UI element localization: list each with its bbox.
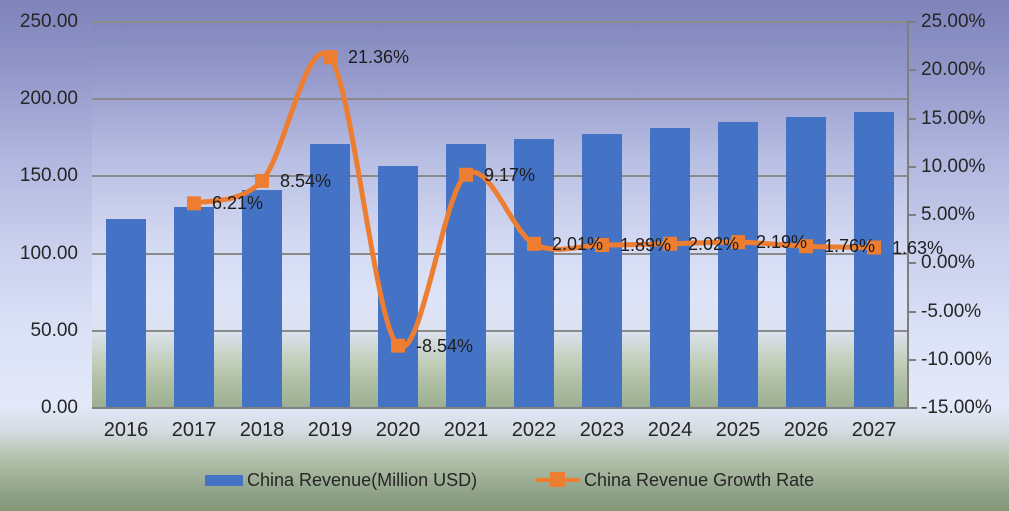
category-label-2019: 2019	[307, 419, 353, 441]
legend-line-marker	[550, 472, 565, 487]
category-label-2018: 2018	[239, 419, 285, 441]
right-axis-tick-label: 25.00%	[921, 11, 986, 32]
category-label-2026: 2026	[783, 419, 829, 441]
growth-label-2023: 1.89%	[620, 235, 672, 255]
right-axis-tick	[907, 21, 916, 23]
legend-item-revenue: China Revenue(Million USD)	[205, 470, 477, 490]
revenue-bar-2023	[582, 133, 622, 408]
right-axis-tick-label: 5.00%	[921, 204, 975, 225]
growth-label-2019: 21.36%	[348, 47, 410, 68]
growth-label-2017: 6.21%	[212, 193, 264, 214]
revenue-bar-2026	[786, 117, 826, 408]
category-label-2025: 2025	[715, 419, 761, 441]
left-axis-tick-label: 100.00	[19, 242, 78, 264]
legend-label-growth-rate: China Revenue Growth Rate	[584, 469, 815, 490]
revenue-bar-2021	[446, 144, 486, 408]
growth-label-2021: 9.17%	[484, 164, 536, 185]
revenue-swatch-icon	[205, 474, 243, 486]
right-axis-tick	[907, 165, 916, 168]
growth-line-swatch-icon	[536, 472, 580, 488]
growth-label-2018: 8.54%	[280, 170, 332, 191]
x-axis-line	[92, 407, 917, 409]
gridline	[92, 21, 908, 23]
right-axis-tick	[907, 69, 916, 72]
revenue-bar-2027	[854, 112, 894, 408]
right-axis-tick-label: 20.00%	[921, 59, 986, 81]
left-axis-tick-label: 0.00	[41, 397, 78, 418]
right-axis-tick	[907, 358, 916, 361]
revenue-bar-2025	[718, 122, 758, 408]
right-axis-tick-label: -5.00%	[921, 300, 982, 322]
revenue-bar-2017	[174, 207, 214, 408]
legend-label-revenue: China Revenue(Million USD)	[247, 469, 478, 490]
left-axis-tick-label: 250.00	[19, 11, 78, 32]
right-axis-tick-label: 10.00%	[921, 155, 986, 177]
category-label-2027: 2027	[851, 419, 897, 441]
left-axis-tick-label: 200.00	[19, 88, 78, 110]
right-axis-tick-label: 15.00%	[921, 107, 986, 129]
left-axis-tick-label: 50.00	[30, 319, 78, 341]
revenue-bar-2020	[378, 166, 418, 408]
growth-label-2022: 2.01%	[552, 233, 604, 254]
category-label-2023: 2023	[579, 419, 625, 441]
growth-label-2024: 2.02%	[688, 233, 740, 254]
right-axis-tick-label: -10.00%	[921, 348, 992, 370]
right-axis-tick	[907, 262, 916, 265]
growth-label-2020: -8.54%	[416, 335, 474, 356]
growth-label-2027: 1.63%	[892, 237, 944, 258]
growth-label-2026: 1.76%	[824, 236, 876, 257]
growth-label-2025: 2.19%	[756, 232, 808, 253]
right-axis-tick-label: 0.00%	[921, 252, 975, 274]
category-label-2017: 2017	[171, 419, 217, 441]
revenue-bar-2024	[650, 128, 690, 408]
right-axis-tick	[907, 407, 916, 409]
category-label-2024: 2024	[647, 419, 693, 441]
right-axis-tick	[907, 310, 916, 313]
gridline	[92, 98, 908, 101]
right-axis-tick	[907, 214, 916, 216]
category-label-2021: 2021	[443, 419, 489, 441]
revenue-bar-2018	[242, 190, 282, 408]
category-label-2020: 2020	[375, 419, 421, 441]
left-axis-tick-label: 150.00	[19, 165, 78, 187]
revenue-bar-2016	[106, 219, 146, 408]
right-axis-tick	[907, 117, 916, 120]
right-axis-tick-label: -15.00%	[921, 397, 992, 418]
category-label-2016: 2016	[103, 419, 149, 441]
legend-item-growth-rate: China Revenue Growth Rate	[536, 470, 814, 490]
category-label-2022: 2022	[511, 419, 557, 441]
